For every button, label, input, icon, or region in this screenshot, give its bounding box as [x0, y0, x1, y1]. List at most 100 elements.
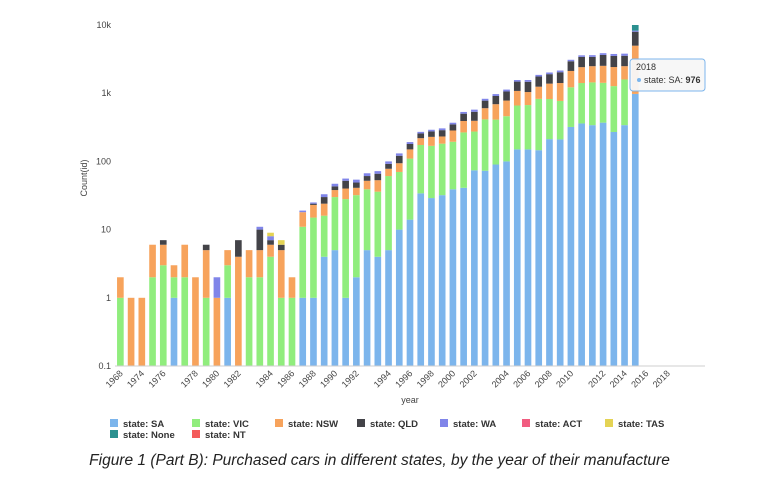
- bar-segment[interactable]: [481, 108, 489, 120]
- bar-segment[interactable]: [599, 65, 607, 83]
- bar-segment[interactable]: [406, 142, 414, 144]
- bar-segment[interactable]: [159, 240, 167, 245]
- bar-segment[interactable]: [492, 119, 500, 165]
- bar-segment[interactable]: [546, 139, 553, 366]
- bar-segment[interactable]: [524, 92, 532, 106]
- bar-segment[interactable]: [546, 83, 553, 100]
- bar-segment[interactable]: [213, 277, 221, 298]
- bar-segment[interactable]: [438, 130, 446, 137]
- bar-segment[interactable]: [170, 297, 178, 366]
- bar-segment[interactable]: [159, 244, 167, 266]
- bar-segment[interactable]: [385, 250, 392, 366]
- bar-segment[interactable]: [117, 277, 124, 298]
- bar-segment[interactable]: [513, 81, 521, 91]
- bar-segment[interactable]: [353, 277, 360, 366]
- bar-segment[interactable]: [438, 136, 446, 144]
- bar-segment[interactable]: [567, 59, 575, 62]
- bar-segment[interactable]: [610, 53, 618, 56]
- bar-segment[interactable]: [556, 83, 564, 101]
- bar-segment[interactable]: [267, 232, 274, 237]
- bar-segment[interactable]: [342, 188, 349, 200]
- bar-segment[interactable]: [331, 186, 339, 191]
- legend-item-label[interactable]: state: None: [123, 430, 175, 441]
- legend-item-label[interactable]: state: NSW: [288, 419, 338, 430]
- bar-segment[interactable]: [385, 176, 392, 251]
- bar-segment[interactable]: [310, 202, 317, 204]
- bar-segment[interactable]: [256, 277, 264, 366]
- bar-segment[interactable]: [481, 170, 489, 366]
- bar-segment[interactable]: [535, 98, 543, 151]
- bar-segment[interactable]: [363, 180, 371, 190]
- bar-segment[interactable]: [235, 240, 242, 257]
- bar-segment[interactable]: [277, 244, 285, 251]
- legend-item-label[interactable]: state: VIC: [205, 419, 249, 430]
- bar-segment[interactable]: [406, 158, 414, 220]
- bar-segment[interactable]: [438, 143, 446, 196]
- bar-segment[interactable]: [353, 195, 360, 278]
- bar-segment[interactable]: [428, 129, 435, 132]
- bar-segment[interactable]: [417, 138, 425, 145]
- bar-segment[interactable]: [149, 277, 156, 366]
- bar-segment[interactable]: [342, 199, 349, 298]
- bar-segment[interactable]: [481, 98, 489, 101]
- bar-segment[interactable]: [277, 297, 285, 366]
- bar-segment[interactable]: [556, 100, 564, 140]
- bar-segment[interactable]: [524, 81, 532, 93]
- bar-segment[interactable]: [363, 189, 371, 251]
- bar-segment[interactable]: [417, 144, 425, 194]
- bar-segment[interactable]: [353, 187, 360, 196]
- bar-segment[interactable]: [621, 55, 628, 67]
- bar-segment[interactable]: [567, 70, 575, 88]
- bar-segment[interactable]: [159, 265, 167, 366]
- bar-segment[interactable]: [395, 163, 403, 172]
- bar-segment[interactable]: [202, 250, 210, 298]
- bar-segment[interactable]: [202, 244, 210, 251]
- bar-segment[interactable]: [192, 277, 199, 366]
- bar-segment[interactable]: [428, 131, 435, 137]
- bar-segment[interactable]: [524, 80, 532, 82]
- bar-segment[interactable]: [385, 168, 392, 177]
- bar-segment[interactable]: [320, 215, 328, 257]
- bar-segment[interactable]: [406, 149, 414, 159]
- bar-segment[interactable]: [385, 161, 392, 164]
- bar-segment[interactable]: [267, 244, 274, 257]
- bar-segment[interactable]: [578, 123, 585, 367]
- bar-segment[interactable]: [460, 121, 467, 133]
- bar-segment[interactable]: [395, 155, 403, 164]
- bar-segment[interactable]: [342, 297, 349, 366]
- bar-segment[interactable]: [417, 193, 425, 366]
- bar-segment[interactable]: [610, 67, 618, 87]
- bar-segment[interactable]: [170, 265, 178, 278]
- bar-segment[interactable]: [631, 31, 639, 46]
- bar-segment[interactable]: [149, 244, 156, 278]
- bar-segment[interactable]: [320, 256, 328, 366]
- bar-segment[interactable]: [578, 56, 585, 68]
- legend-item-label[interactable]: state: NT: [205, 430, 246, 441]
- bar-segment[interactable]: [449, 122, 457, 125]
- bar-segment[interactable]: [224, 297, 231, 366]
- bar-segment[interactable]: [567, 61, 575, 71]
- bar-segment[interactable]: [438, 128, 446, 131]
- bar-segment[interactable]: [621, 79, 628, 126]
- bar-segment[interactable]: [428, 198, 435, 366]
- bar-segment[interactable]: [631, 30, 639, 32]
- bar-segment[interactable]: [471, 109, 478, 112]
- bar-segment[interactable]: [513, 105, 521, 150]
- bar-segment[interactable]: [181, 277, 189, 366]
- bar-segment[interactable]: [471, 120, 478, 132]
- bar-segment[interactable]: [621, 125, 628, 367]
- bar-segment[interactable]: [342, 178, 349, 181]
- bar-segment[interactable]: [449, 141, 457, 190]
- bar-segment[interactable]: [631, 25, 639, 31]
- bar-segment[interactable]: [631, 93, 639, 367]
- legend-item-label[interactable]: state: QLD: [370, 419, 418, 430]
- bar-segment[interactable]: [353, 182, 360, 188]
- bar-segment[interactable]: [503, 89, 510, 92]
- bar-segment[interactable]: [353, 179, 360, 183]
- bar-segment[interactable]: [256, 250, 264, 278]
- bar-segment[interactable]: [481, 119, 489, 171]
- bar-segment[interactable]: [535, 150, 543, 366]
- bar-segment[interactable]: [374, 191, 382, 257]
- bar-segment[interactable]: [621, 53, 628, 56]
- bar-segment[interactable]: [374, 173, 382, 181]
